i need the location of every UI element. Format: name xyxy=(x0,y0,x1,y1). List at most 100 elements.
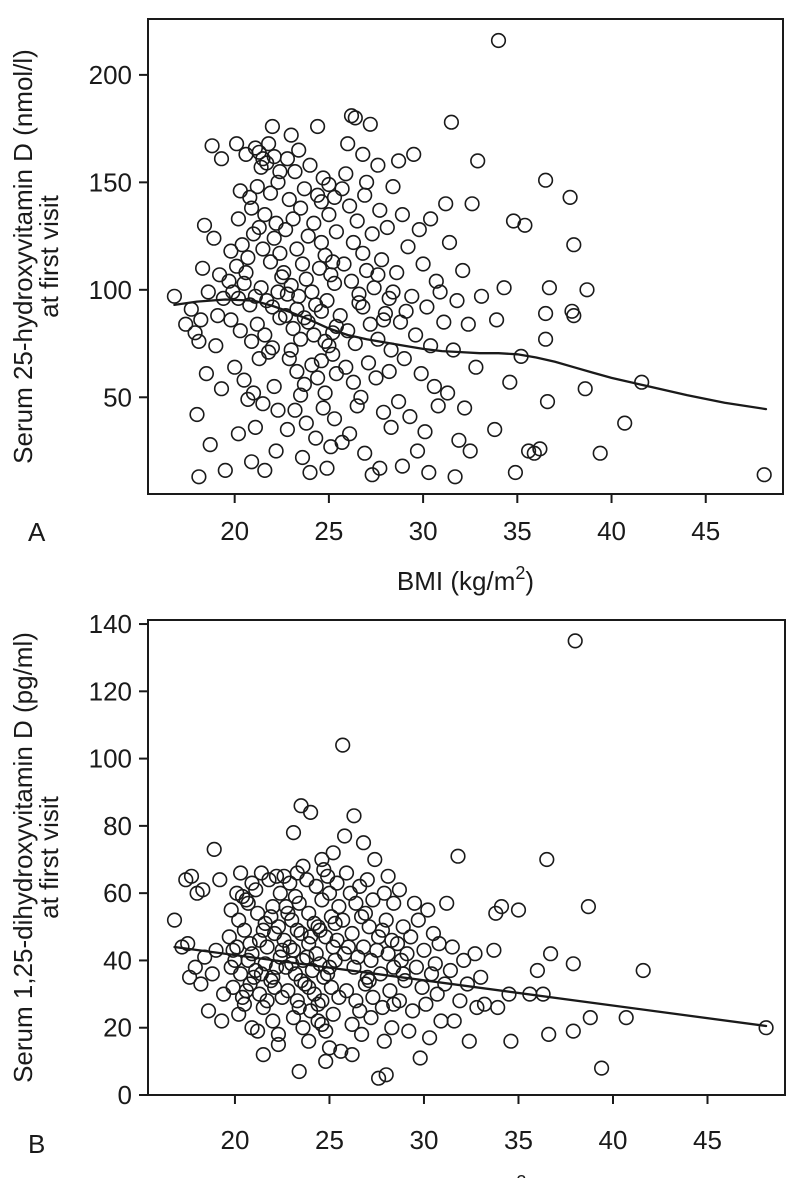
data-point-circle xyxy=(304,357,320,373)
trend-line-linear xyxy=(173,945,768,1028)
data-point-circle xyxy=(250,1023,266,1039)
data-point-circle xyxy=(325,845,341,861)
data-point-circle xyxy=(397,972,413,989)
data-point-circle xyxy=(385,284,401,300)
data-point-circle xyxy=(285,320,301,337)
data-point-circle xyxy=(230,211,246,227)
data-point-circle xyxy=(352,1003,368,1019)
data-point-circle xyxy=(204,966,220,982)
data-point-circle xyxy=(617,415,633,431)
data-point-circle xyxy=(291,142,307,158)
data-point-circle xyxy=(537,172,554,188)
data-point-circle xyxy=(464,196,480,212)
data-point-circle xyxy=(385,179,401,195)
data-point-circle xyxy=(196,217,213,233)
data-point-circle xyxy=(400,239,416,255)
data-point-circle xyxy=(410,912,426,928)
data-point-circle xyxy=(442,962,459,979)
data-point-circle xyxy=(315,400,331,416)
data-point-circle xyxy=(406,895,423,911)
data-point-circle xyxy=(396,351,412,367)
data-point-circle xyxy=(296,376,313,393)
data-point-circle xyxy=(306,327,322,343)
data-point-circle xyxy=(334,181,350,197)
data-point-circle xyxy=(457,400,473,416)
data-point-circle xyxy=(282,939,298,955)
data-point-circle xyxy=(223,312,239,328)
data-point-circle xyxy=(618,1009,634,1026)
data-point-circle xyxy=(293,331,309,347)
x-tick-label: 40 xyxy=(597,516,626,546)
data-point-circle xyxy=(255,151,271,167)
data-point-circle xyxy=(565,1023,581,1039)
data-point-circle xyxy=(404,288,420,304)
data-point-circle xyxy=(542,946,559,962)
data-point-circle xyxy=(359,969,375,985)
data-point-circle xyxy=(335,737,351,753)
data-point-circle xyxy=(391,153,407,169)
x-tick-label: 30 xyxy=(410,1125,439,1155)
data-point-circle xyxy=(758,1020,774,1036)
data-point-circle xyxy=(295,1020,311,1036)
y-tick-label: 200 xyxy=(89,60,132,90)
x-tick-label: 35 xyxy=(504,1125,533,1155)
data-point-circle xyxy=(428,273,444,289)
data-point-circle xyxy=(283,277,299,294)
data-point-circle xyxy=(268,868,285,884)
data-point-circle xyxy=(299,872,315,888)
data-point-circle xyxy=(302,464,318,481)
data-point-circle xyxy=(281,191,297,208)
data-point-circle xyxy=(191,469,207,485)
data-point-circle xyxy=(366,280,382,296)
x-tick-label: 20 xyxy=(220,1125,249,1155)
data-point-circle xyxy=(231,912,247,928)
data-point-circle xyxy=(635,962,651,979)
y-tick-label: 120 xyxy=(89,676,132,706)
data-point-circle xyxy=(362,116,378,132)
data-point-circle xyxy=(295,858,311,874)
data-point-circle xyxy=(326,411,343,427)
data-point-circle xyxy=(253,159,269,175)
data-point-circle xyxy=(349,398,365,414)
data-point-circle xyxy=(409,443,426,459)
data-point-circle xyxy=(274,942,290,958)
data-point-circle xyxy=(470,153,486,169)
data-point-circle xyxy=(416,942,432,958)
data-point-circle xyxy=(265,1013,281,1029)
data-point-circle xyxy=(378,1067,394,1083)
data-point-circle xyxy=(232,183,248,199)
data-point-circle xyxy=(418,996,434,1012)
data-point-circle xyxy=(303,1003,319,1019)
data-point-circle xyxy=(326,189,343,205)
data-point-circle xyxy=(187,325,203,341)
data-point-circle xyxy=(257,327,273,343)
data-point-circle xyxy=(345,234,362,251)
data-point-circle xyxy=(193,312,209,328)
data-point-circle xyxy=(166,288,182,304)
data-point-circle xyxy=(261,136,277,152)
data-point-circle xyxy=(266,378,282,395)
data-point-circle xyxy=(411,222,427,238)
data-point-circle xyxy=(386,895,402,911)
data-point-circle xyxy=(310,370,326,386)
data-point-circle xyxy=(414,979,430,996)
data-point-circle xyxy=(433,1013,449,1029)
data-point-circle xyxy=(340,939,357,955)
data-point-circle xyxy=(262,254,279,270)
data-point-circle xyxy=(420,902,436,918)
data-point-circle xyxy=(489,312,505,328)
data-point-circle xyxy=(296,181,313,197)
data-point-circle xyxy=(214,1013,230,1029)
data-point-circle xyxy=(255,1046,271,1063)
x-axis-label: BMI (kg/m2) xyxy=(397,563,534,596)
data-point-circle xyxy=(357,187,373,203)
data-point-circle xyxy=(367,851,383,868)
scatter-points xyxy=(166,633,774,1086)
data-point-circle xyxy=(421,464,437,481)
data-point-circle xyxy=(308,946,324,962)
data-point-circle xyxy=(249,316,265,332)
data-point-circle xyxy=(430,398,446,414)
data-point-circle xyxy=(473,969,489,985)
data-point-circle xyxy=(255,922,271,938)
data-point-circle xyxy=(376,1033,392,1049)
